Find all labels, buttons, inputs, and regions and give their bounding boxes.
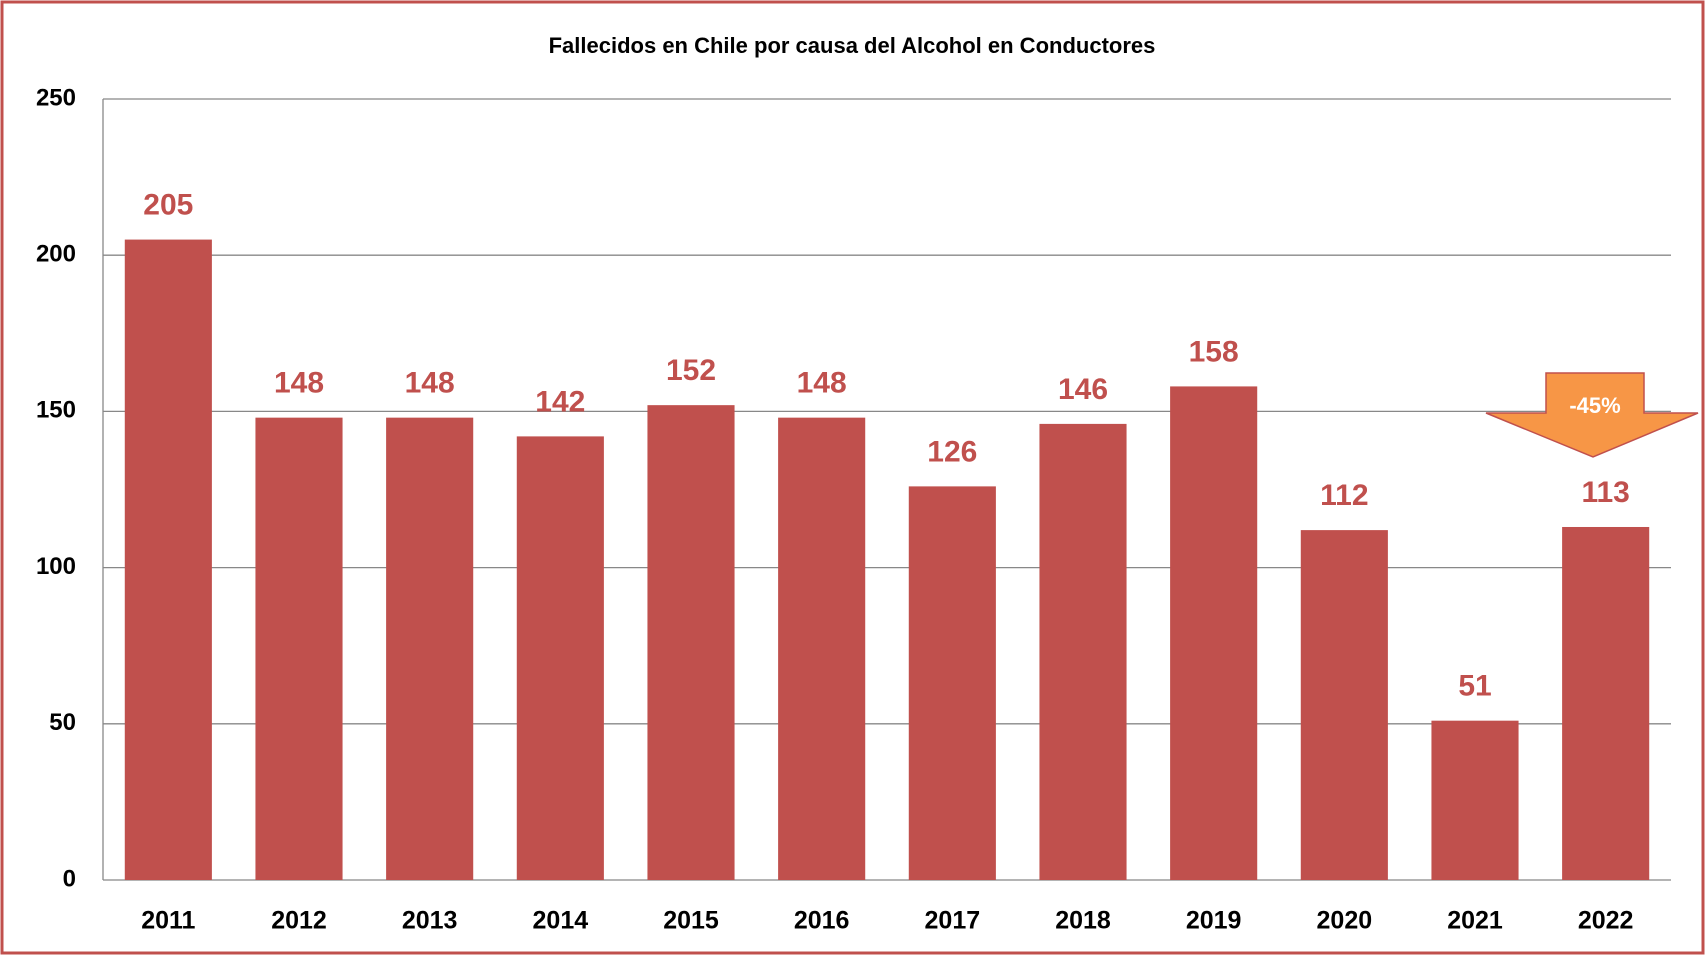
x-tick-label: 2016 <box>794 907 850 935</box>
x-tick-label: 2020 <box>1317 907 1373 935</box>
y-tick-label: 250 <box>36 84 76 111</box>
y-tick-label: 0 <box>63 865 76 892</box>
bar <box>1431 720 1519 880</box>
bar <box>1039 423 1127 880</box>
y-tick-label: 50 <box>49 709 76 736</box>
x-tick-label: 2015 <box>663 907 719 935</box>
data-label: 51 <box>1458 670 1491 703</box>
bar <box>386 417 474 880</box>
x-tick-label: 2017 <box>925 907 981 935</box>
bar <box>516 436 604 880</box>
x-tick-label: 2021 <box>1447 907 1503 935</box>
x-tick-label: 2022 <box>1578 907 1634 935</box>
data-label: 142 <box>535 385 585 418</box>
x-tick-label: 2018 <box>1055 907 1111 935</box>
data-label: 126 <box>927 435 977 468</box>
data-label: 112 <box>1320 479 1368 512</box>
annotation: -45% <box>1569 393 1620 418</box>
y-tick-label: 150 <box>36 397 76 424</box>
bar <box>1300 530 1388 880</box>
annotation-arrow <box>1485 372 1699 458</box>
data-label: 148 <box>405 367 455 400</box>
data-label: 152 <box>666 354 716 387</box>
data-label: 158 <box>1189 335 1239 368</box>
bar <box>124 239 212 880</box>
data-label: 113 <box>1581 476 1629 509</box>
x-tick-label: 2014 <box>533 907 589 935</box>
bar <box>778 417 866 880</box>
data-label: 205 <box>143 189 193 222</box>
x-tick-label: 2013 <box>402 907 458 935</box>
bar <box>255 417 343 880</box>
data-label: 148 <box>274 367 324 400</box>
y-tick-label: 200 <box>36 241 76 268</box>
bar <box>647 405 735 880</box>
bar <box>1562 526 1650 880</box>
y-tick-label: 100 <box>36 553 76 580</box>
x-tick-label: 2012 <box>271 907 327 935</box>
data-label: 146 <box>1058 373 1108 406</box>
x-tick-label: 2019 <box>1186 907 1242 935</box>
bar <box>908 486 996 880</box>
bar <box>1170 386 1258 880</box>
data-label: 148 <box>797 367 847 400</box>
x-tick-label: 2011 <box>141 907 195 935</box>
chart-title: Fallecidos en Chile por causa del Alcoho… <box>549 33 1156 58</box>
